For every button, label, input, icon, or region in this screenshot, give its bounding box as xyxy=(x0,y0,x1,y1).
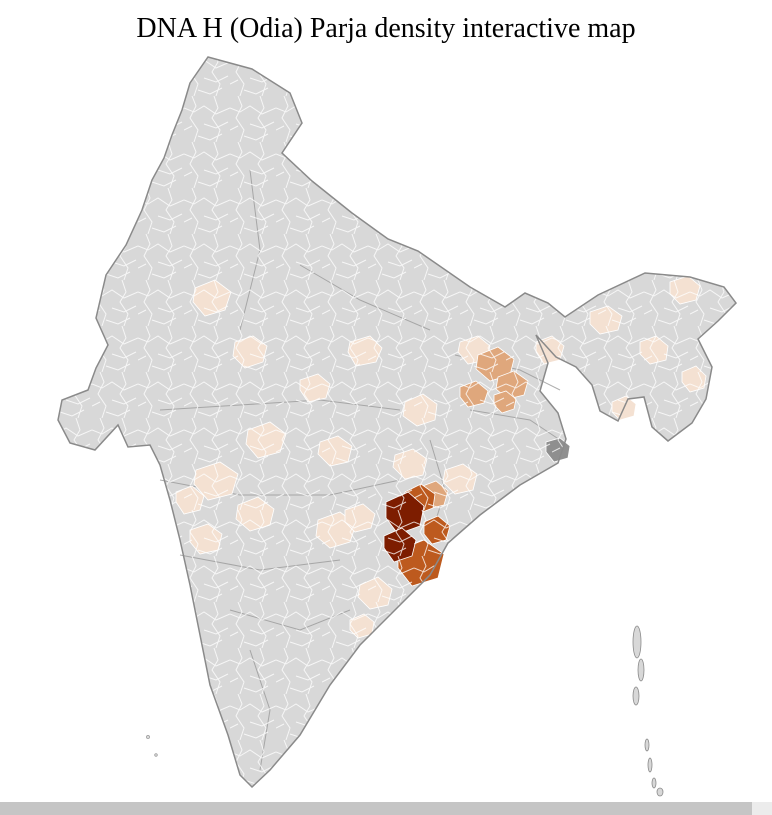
india-density-map[interactable] xyxy=(0,50,772,797)
andaman-nicobar-islands[interactable] xyxy=(632,625,664,796)
india-outline xyxy=(57,55,737,788)
horizontal-scrollbar[interactable] xyxy=(0,802,772,815)
map-container xyxy=(0,50,772,797)
horizontal-scrollbar-thumb[interactable] xyxy=(0,802,752,815)
lakshadweep-islands[interactable] xyxy=(146,734,158,757)
page-title: DNA H (Odia) Parja density interactive m… xyxy=(136,13,636,44)
